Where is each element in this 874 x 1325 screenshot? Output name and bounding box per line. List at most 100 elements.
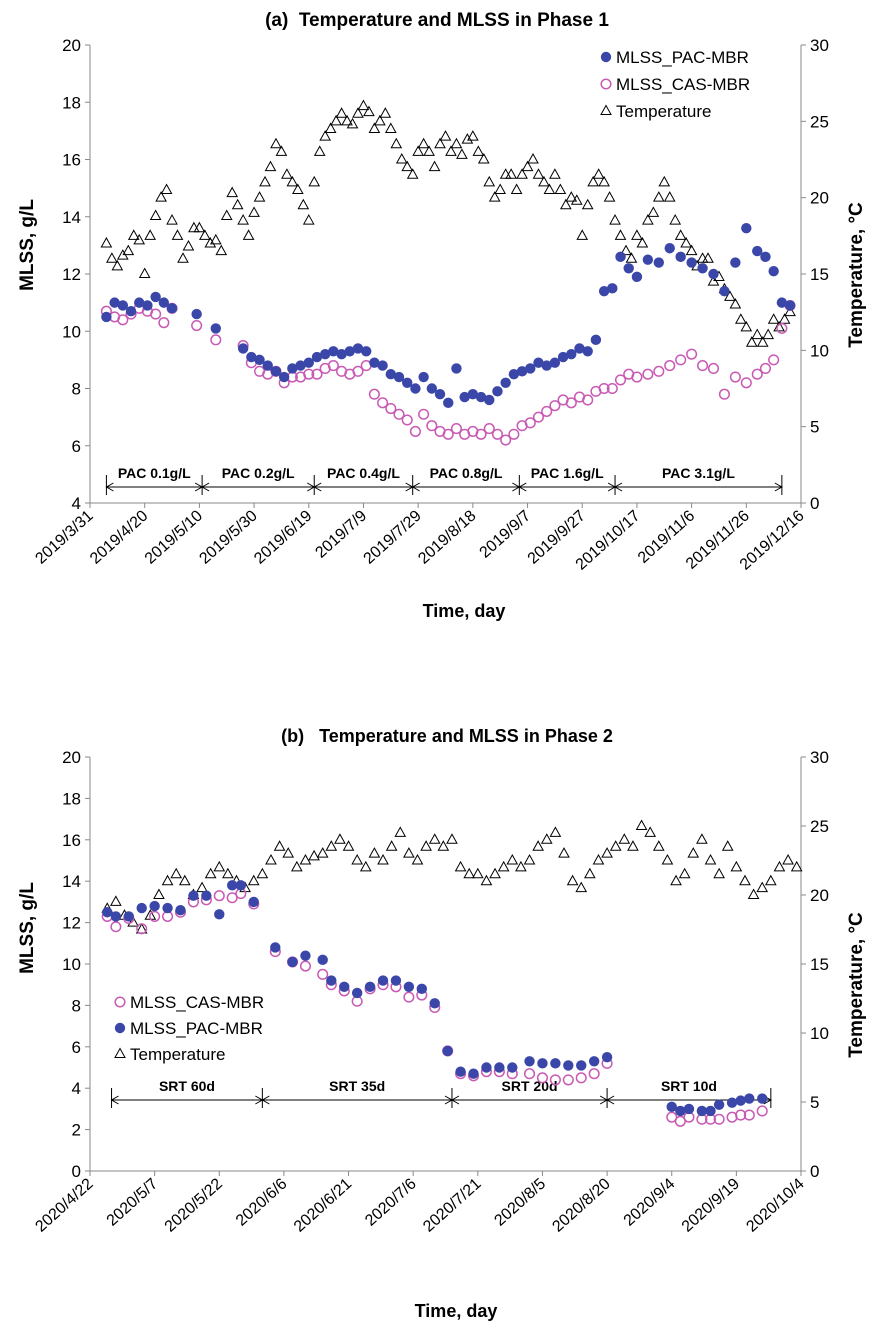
data-point: [494, 183, 507, 195]
data-point: [406, 168, 419, 179]
legend-label: MLSS_PAC-MBR: [616, 48, 749, 67]
data-point: [533, 357, 544, 368]
data-point: [204, 867, 217, 879]
data-point: [491, 428, 504, 440]
data-point: [614, 229, 627, 240]
data-point: [471, 867, 484, 879]
data-point: [231, 198, 244, 210]
data-point: [675, 354, 687, 366]
data-point: [377, 853, 389, 865]
data-point: [759, 362, 772, 375]
data-point: [674, 1115, 686, 1127]
x-tick-label: 2020/9/19: [679, 1175, 743, 1235]
series-mlss-pac-mbr: [102, 880, 768, 1117]
data-point: [588, 1068, 600, 1080]
data-point: [523, 853, 536, 865]
data-point: [374, 114, 386, 126]
period-label: PAC 0.8g/L: [430, 465, 503, 481]
data-point: [149, 910, 161, 922]
data-point: [248, 206, 260, 217]
data-point: [543, 183, 556, 195]
panel-a-xlabel: Time, day: [423, 601, 506, 621]
period-label: PAC 0.2g/L: [222, 465, 295, 481]
data-point: [735, 1109, 747, 1121]
data-point: [426, 383, 438, 394]
data-point: [623, 263, 634, 274]
data-point: [524, 417, 536, 429]
data-point: [741, 223, 752, 234]
data-point: [702, 252, 714, 263]
x-tick-label: 2019/5/10: [142, 507, 206, 567]
data-point: [614, 374, 627, 386]
legend-label: MLSS_PAC-MBR: [130, 1019, 263, 1038]
data-point: [631, 371, 643, 383]
data-point: [497, 860, 510, 872]
data-point: [790, 860, 803, 872]
data-point: [570, 194, 583, 205]
data-point: [188, 890, 199, 901]
data-point: [598, 175, 610, 187]
y-tick-label: 20: [62, 36, 81, 55]
data-point: [784, 305, 796, 317]
data-point: [158, 317, 170, 329]
data-point: [237, 343, 249, 354]
data-point: [287, 956, 298, 968]
data-point: [494, 1062, 505, 1073]
data-point: [652, 191, 665, 202]
x-tick-label: 2020/5/22: [162, 1175, 226, 1235]
data-point: [311, 368, 323, 380]
data-point: [110, 921, 122, 933]
data-point: [117, 300, 129, 311]
data-point: [352, 365, 364, 377]
y-tick-label: 2: [72, 1121, 81, 1140]
panel-a-ylabel: MLSS, g/L: [17, 199, 38, 291]
data-point: [247, 874, 260, 886]
data-point: [729, 371, 741, 383]
legend-label: MLSS_CAS-MBR: [616, 75, 750, 94]
data-point: [170, 867, 183, 879]
data-point: [562, 1074, 574, 1086]
data-point: [674, 229, 687, 240]
data-point: [450, 423, 462, 435]
y-tick-label: 18: [62, 93, 81, 112]
data-point: [133, 233, 146, 245]
data-point: [525, 363, 536, 374]
y-tick-label: 4: [72, 494, 81, 513]
data-point: [598, 382, 610, 395]
y2-tick-label: 30: [810, 36, 829, 55]
data-point: [592, 168, 605, 179]
data-point: [368, 847, 381, 858]
data-point: [342, 840, 355, 851]
y2-tick-label: 5: [810, 1093, 819, 1112]
data-point: [384, 122, 397, 133]
data-point: [477, 152, 490, 164]
data-point: [273, 840, 286, 851]
data-point: [451, 363, 462, 374]
data-point: [697, 263, 708, 274]
data-point: [718, 388, 730, 400]
data-point: [434, 389, 446, 400]
data-point: [541, 360, 552, 371]
data-point: [226, 892, 238, 904]
data-point: [454, 860, 467, 872]
data-point: [455, 1066, 466, 1077]
data-point: [609, 840, 622, 851]
data-point: [508, 368, 520, 380]
data-point: [642, 254, 654, 265]
data-point: [776, 322, 788, 334]
data-point: [275, 145, 288, 156]
series-mlss-pac-mbr: [101, 223, 796, 409]
data-point: [368, 388, 380, 400]
data-point: [523, 1068, 536, 1080]
series-temperature: [100, 99, 796, 347]
data-point: [719, 285, 730, 297]
data-point: [598, 285, 610, 297]
x-tick-label: 2020/4/22: [32, 1175, 96, 1235]
data-point: [287, 363, 298, 374]
x-tick-label: 2020/10/4: [743, 1175, 807, 1235]
data-point: [450, 137, 463, 149]
data-point: [584, 867, 596, 879]
x-tick-label: 2020/8/20: [549, 1175, 613, 1235]
data-point: [220, 209, 233, 220]
data-point: [500, 434, 512, 446]
